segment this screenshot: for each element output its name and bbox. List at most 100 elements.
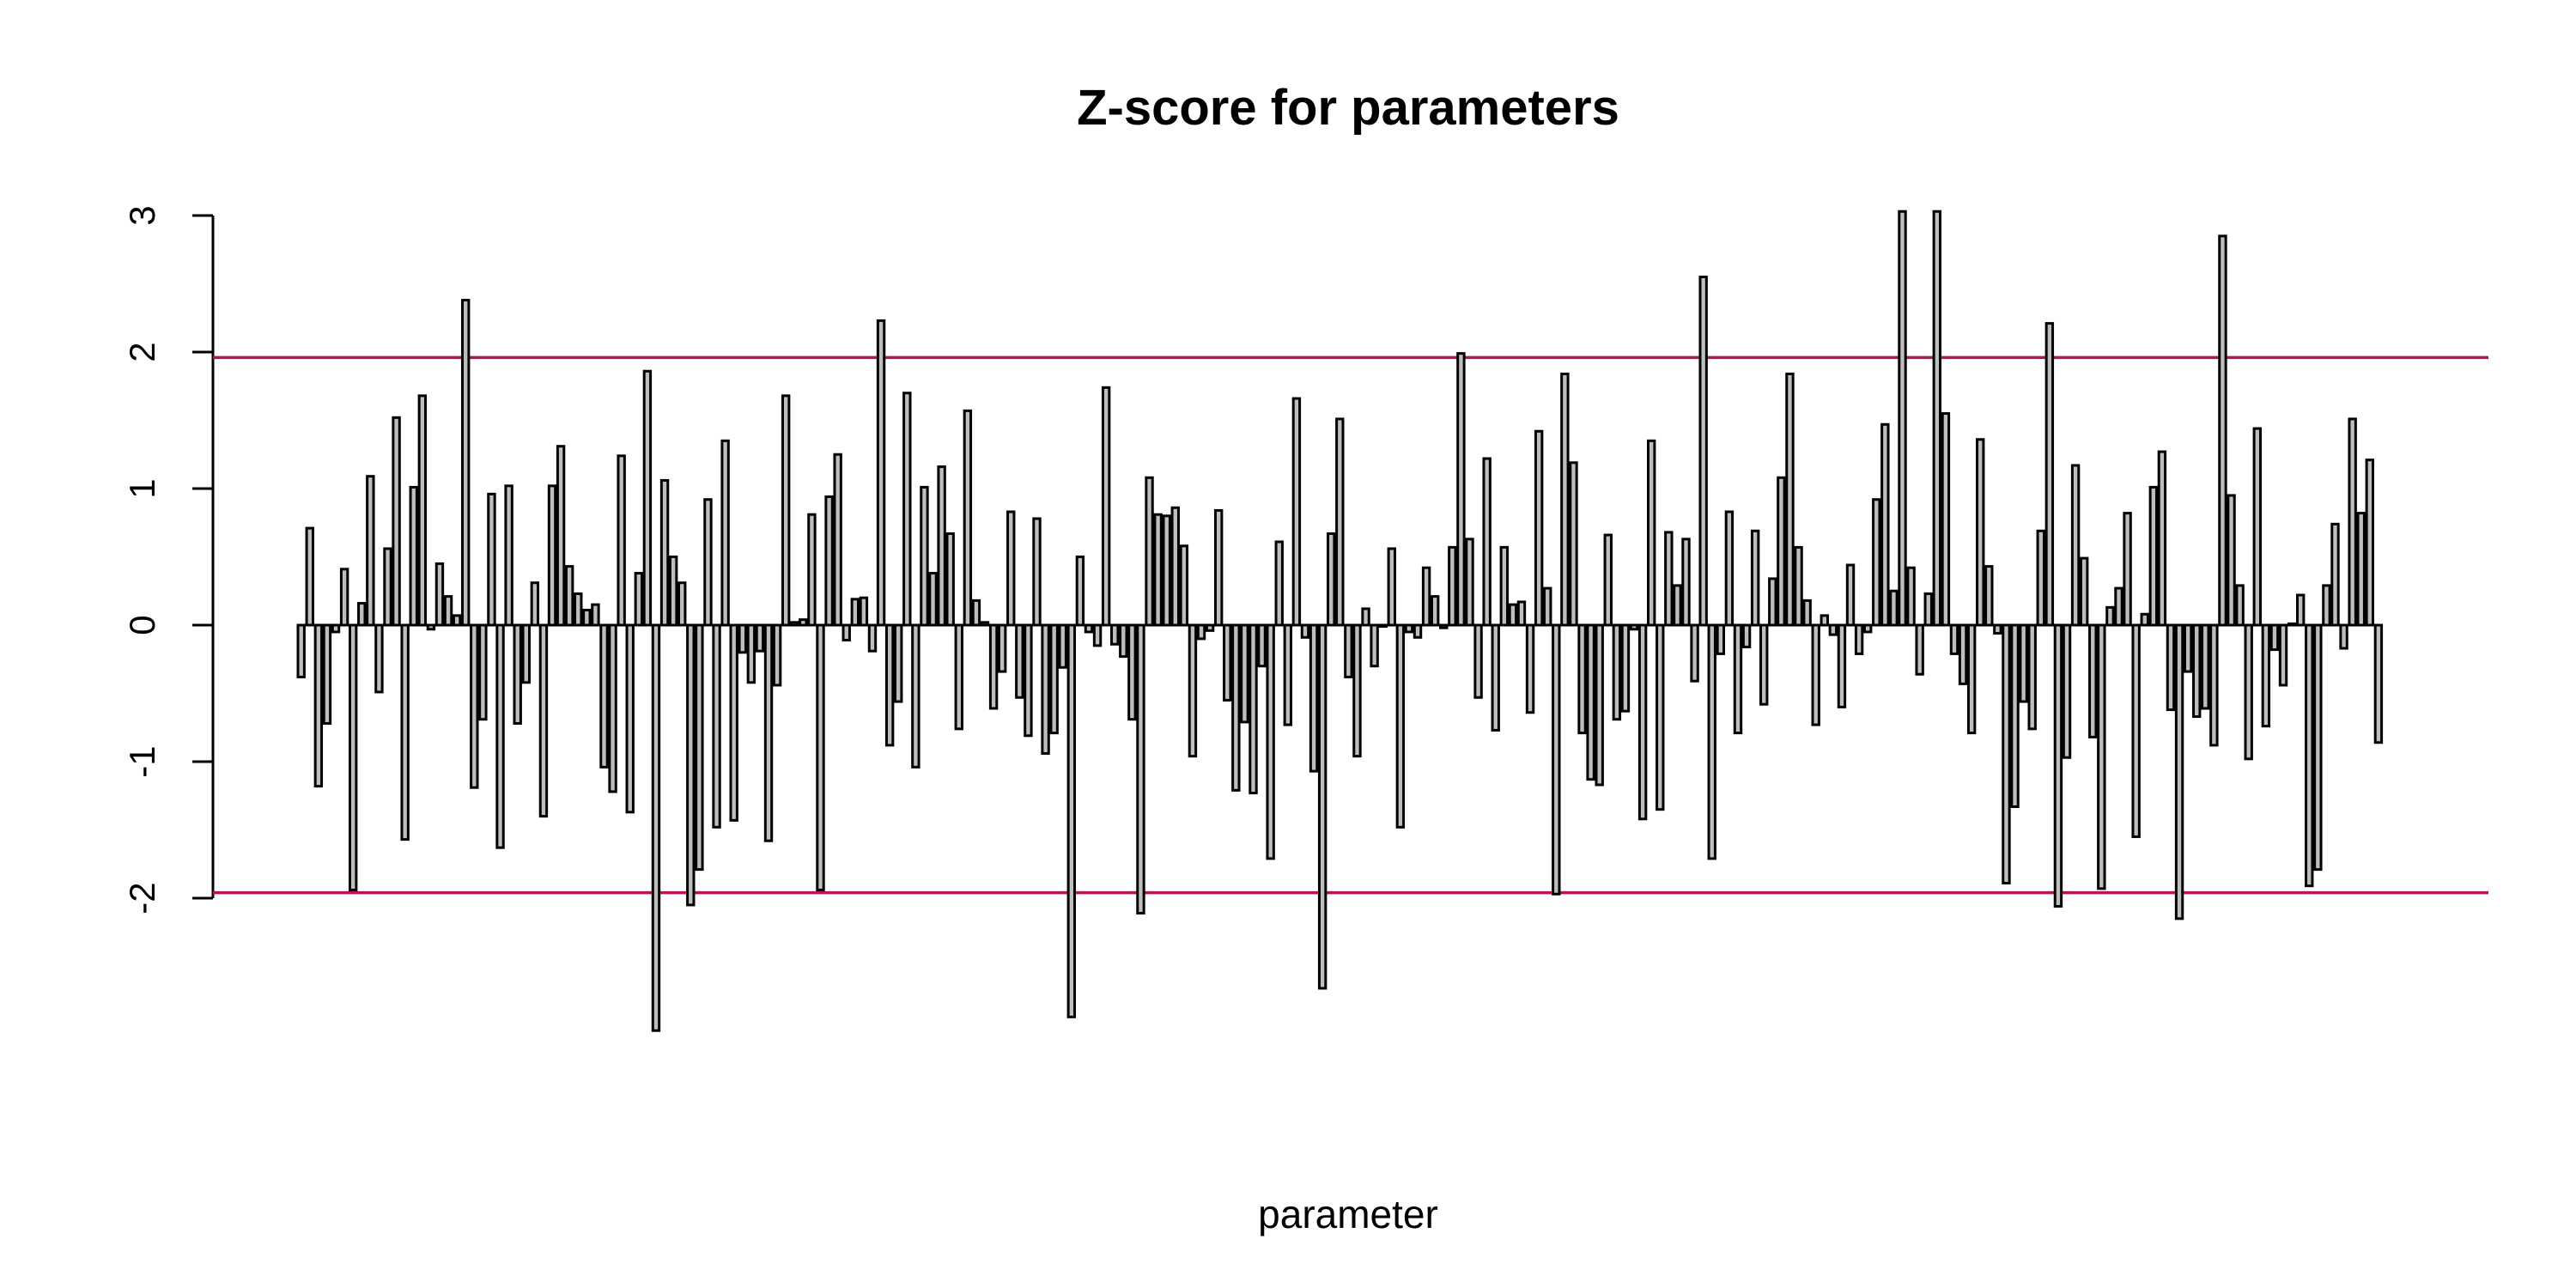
bar [599, 623, 609, 769]
bar [1448, 545, 1457, 627]
bar [1352, 623, 1362, 758]
bar [1240, 623, 1249, 724]
bar [746, 623, 756, 684]
bar [894, 623, 903, 703]
bar [686, 623, 696, 907]
bar [988, 623, 999, 710]
bar [2019, 623, 2028, 703]
bar [963, 409, 973, 627]
y-tick-label: 1 [122, 478, 162, 498]
bar [1516, 600, 1527, 627]
bar [564, 565, 574, 627]
bar [1006, 510, 1016, 627]
bar [1820, 614, 1829, 627]
bar [729, 623, 738, 822]
bar [1612, 623, 1622, 721]
bar [1802, 598, 1812, 627]
bar [1759, 623, 1769, 706]
bar [2261, 623, 2271, 728]
bar [1906, 566, 1916, 627]
bar [1620, 623, 1631, 713]
bar [1058, 623, 1067, 669]
bar [1941, 412, 1951, 627]
bar [434, 562, 445, 627]
bar [1923, 592, 1933, 627]
bar [1785, 372, 1795, 627]
bar [582, 609, 592, 627]
bar [1508, 603, 1518, 627]
bar [1041, 623, 1050, 755]
bar [1162, 514, 1171, 627]
bar [1145, 476, 1154, 627]
bar [1196, 623, 1206, 641]
bar [1837, 623, 1847, 708]
bar [1032, 517, 1042, 627]
bar [971, 598, 981, 627]
bar [920, 485, 929, 627]
bar [937, 465, 946, 627]
bar [781, 394, 791, 627]
bar [1335, 417, 1345, 627]
y-tick-label: -1 [122, 745, 162, 777]
bar [1845, 563, 1856, 627]
bar [374, 623, 384, 694]
bar [1188, 623, 1198, 758]
bar [1300, 623, 1310, 639]
bar [1673, 584, 1682, 627]
bar [1049, 623, 1059, 735]
bar [1274, 540, 1284, 627]
bar [1456, 352, 1466, 627]
bar [296, 623, 306, 678]
bar [2062, 623, 2072, 759]
bar [1811, 623, 1820, 726]
bar [1949, 623, 1959, 655]
bar [1750, 529, 1760, 627]
bar [2027, 623, 2037, 731]
bar [1370, 623, 1379, 668]
bar [1491, 623, 1500, 732]
bar [850, 598, 860, 627]
bar [305, 526, 314, 627]
bar [833, 453, 842, 627]
bar [1603, 533, 1613, 627]
bar [1741, 623, 1752, 648]
bar [1213, 508, 1224, 627]
bar [2313, 623, 2323, 872]
bar [530, 581, 540, 627]
bar [884, 623, 895, 747]
bar [997, 623, 1007, 673]
bar [504, 484, 513, 627]
bar [1266, 623, 1275, 860]
bar [738, 623, 747, 654]
bar [1024, 623, 1033, 738]
bar [1690, 623, 1699, 683]
bar [659, 478, 670, 627]
bar [712, 623, 721, 829]
bar [409, 485, 418, 627]
bar [634, 572, 644, 627]
bar [2305, 623, 2314, 888]
chart-title: Z-score for parameters [1077, 80, 1619, 136]
bar [1361, 607, 1370, 627]
bar [1153, 513, 1163, 627]
bar [1733, 623, 1743, 735]
bars [296, 210, 2384, 1032]
bar [400, 623, 410, 841]
bar [1577, 623, 1587, 735]
bar [2088, 623, 2098, 738]
bar [902, 392, 912, 627]
bar [2131, 623, 2141, 838]
bar [538, 623, 549, 818]
bar [1066, 623, 1077, 1018]
bar [1976, 438, 1985, 627]
bar [1966, 623, 1977, 735]
bar [1257, 623, 1267, 668]
bar [617, 454, 626, 627]
bar [1698, 276, 1708, 627]
bar [2053, 623, 2063, 908]
bar [461, 299, 471, 627]
bar [487, 492, 496, 627]
bar [2227, 494, 2236, 627]
bar [366, 475, 375, 627]
bar [452, 614, 462, 627]
